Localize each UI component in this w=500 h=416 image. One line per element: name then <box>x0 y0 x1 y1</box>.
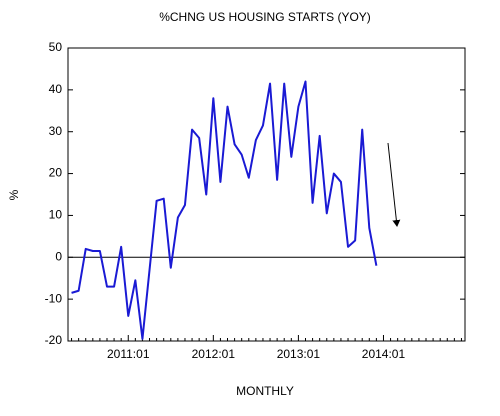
x-axis-label: MONTHLY <box>236 384 294 398</box>
annotation-arrow <box>387 142 401 227</box>
plot-frame <box>67 47 466 342</box>
y-tick-label: 40 <box>49 82 63 96</box>
y-tick-label: 0 <box>55 249 62 263</box>
y-tick-label: 50 <box>49 40 63 54</box>
data-line <box>71 80 378 340</box>
y-axis-label: % <box>7 189 21 200</box>
x-tick-label: 2013:01 <box>277 347 321 361</box>
x-tick-label: 2011:01 <box>107 347 150 361</box>
y-tick-label: 20 <box>49 166 63 180</box>
x-tick-label: 2012:01 <box>192 347 236 361</box>
y-tick-label: -10 <box>45 291 63 305</box>
y-tick-label: -20 <box>45 333 63 347</box>
chart-title: %CHNG US HOUSING STARTS (YOY) <box>159 10 371 24</box>
x-tick-label: 2014:01 <box>362 347 406 361</box>
y-tick-label: 30 <box>49 124 63 138</box>
y-tick-label: 10 <box>49 208 63 222</box>
